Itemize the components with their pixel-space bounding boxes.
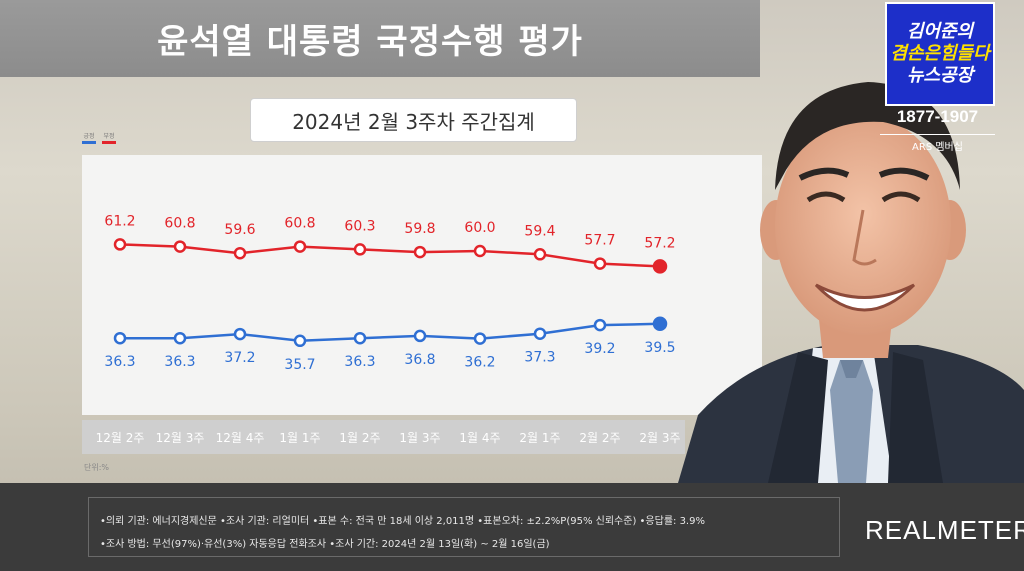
- title-bar: 윤석열 대통령 국정수행 평가: [0, 0, 760, 77]
- x-tick-label: 1월 3주: [399, 431, 440, 445]
- data-point: [473, 332, 487, 345]
- footer-info-box: [88, 497, 840, 557]
- data-label: 35.7: [284, 357, 315, 373]
- data-label: 36.2: [464, 355, 495, 371]
- x-axis-bar: [82, 420, 685, 454]
- data-label: 59.8: [404, 221, 435, 237]
- data-label: 36.3: [104, 354, 135, 370]
- x-tick-label: 12월 3주: [156, 431, 205, 445]
- data-point: [652, 316, 668, 332]
- legend-swatch-negative: [102, 141, 116, 144]
- data-point: [533, 327, 547, 340]
- ars-membership: ARS 멤버십: [880, 134, 995, 153]
- phone-number: 1877-1907: [896, 107, 979, 126]
- data-label: 61.2: [104, 213, 135, 229]
- data-point: [353, 243, 367, 256]
- data-label: 60.8: [284, 216, 315, 232]
- data-point: [173, 240, 187, 253]
- data-point: [593, 318, 607, 332]
- data-label: 60.3: [344, 218, 375, 234]
- data-point: [233, 246, 247, 260]
- data-label: 60.0: [464, 220, 495, 236]
- data-point: [652, 259, 668, 274]
- president-photo: [678, 60, 1024, 483]
- data-point: [233, 327, 247, 341]
- x-tick-label: 12월 4주: [216, 431, 265, 445]
- legend-label-positive: 긍정: [83, 133, 95, 140]
- data-point: [113, 331, 127, 345]
- data-point: [413, 329, 427, 343]
- data-label: 59.6: [224, 222, 255, 238]
- show-badge: 김어준의 겸손은힘들다 뉴스공장: [885, 2, 995, 106]
- x-tick-label: 2월 1주: [519, 431, 560, 445]
- x-tick-label: 1월 1주: [279, 431, 320, 445]
- data-label: 57.2: [644, 235, 675, 251]
- data-label: 60.8: [164, 216, 195, 232]
- series-line-0: [119, 243, 661, 268]
- data-point: [173, 331, 187, 345]
- data-point: [473, 244, 487, 258]
- x-tick-label: 1월 4주: [459, 431, 500, 445]
- data-label: 39.2: [584, 341, 615, 357]
- data-label: 36.3: [344, 354, 375, 370]
- x-tick-label: 2월 2주: [579, 431, 620, 445]
- data-label: 37.3: [524, 350, 555, 366]
- footer-method-info: •조사 방법: 무선(97%)·유선(3%) 자동응답 전화조사 •조사 기간:…: [100, 539, 550, 550]
- x-tick-label: 12월 2주: [96, 431, 145, 445]
- badge-line-1: 김어준의: [906, 21, 974, 42]
- data-point: [593, 257, 607, 270]
- badge-line-3: 뉴스공장: [906, 65, 974, 86]
- unit-label: 단위:%: [84, 463, 110, 472]
- chart-panel: [82, 155, 762, 415]
- data-label: 59.4: [524, 223, 555, 239]
- data-point: [293, 334, 307, 348]
- data-label: 57.7: [584, 233, 615, 249]
- data-point: [533, 248, 547, 261]
- badge-line-2: 겸손은힘들다: [890, 43, 990, 64]
- legend-swatch-positive: [82, 141, 96, 144]
- legend-item-positive: 긍정: [82, 131, 96, 144]
- data-label: 39.5: [644, 340, 675, 356]
- series-line-1: [120, 322, 661, 343]
- x-tick-label: 2월 3주: [639, 431, 680, 445]
- data-point: [353, 331, 367, 345]
- x-tick-label: 1월 2주: [339, 431, 380, 445]
- data-point: [413, 245, 427, 259]
- data-label: 36.3: [164, 354, 195, 370]
- data-label: 36.8: [404, 352, 435, 368]
- data-label: 37.2: [224, 350, 255, 366]
- legend-label-negative: 부정: [103, 133, 115, 140]
- legend: 긍정 부정: [82, 131, 116, 144]
- footer-survey-info: •의뢰 기관: 에너지경제신문 •조사 기관: 리얼미터 •표본 수: 전국 만…: [100, 516, 705, 527]
- chart-title: 윤석열 대통령 국정수행 평가: [157, 22, 583, 62]
- realmeter-logo: REALMETER: [865, 515, 1024, 545]
- legend-item-negative: 부정: [102, 131, 116, 144]
- data-point: [293, 240, 307, 253]
- data-point: [113, 238, 127, 251]
- chart-subtitle: 2024년 2월 3주차 주간집계: [250, 98, 577, 142]
